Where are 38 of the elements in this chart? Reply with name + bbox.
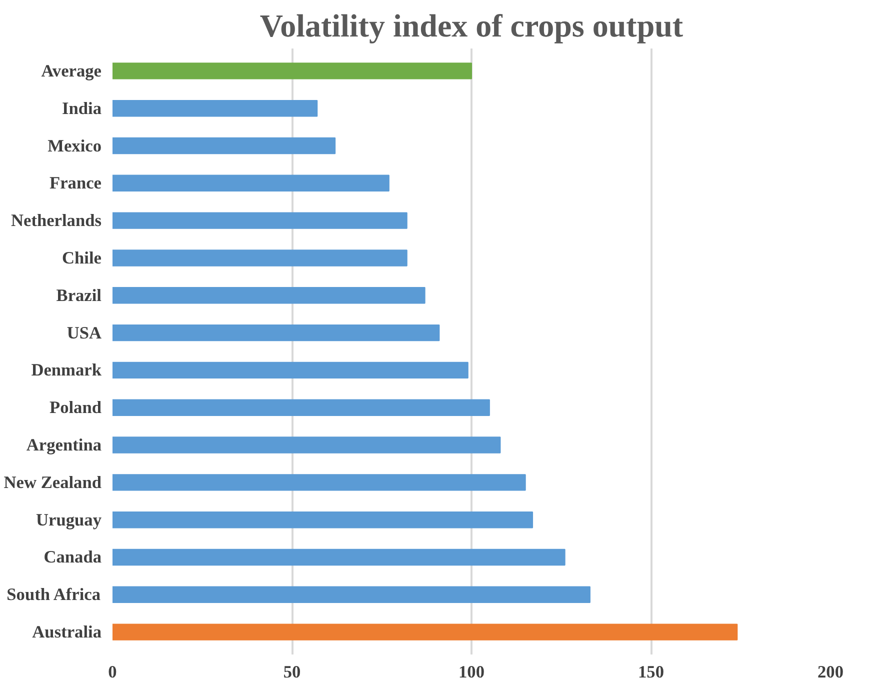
y-tick-label: France: [50, 174, 102, 193]
bar: [112, 250, 408, 266]
bar: [112, 511, 534, 528]
bar: [112, 362, 468, 379]
bar: [112, 287, 426, 304]
bar: [112, 436, 501, 454]
bar: [112, 586, 590, 604]
y-tick-label: Poland: [50, 398, 102, 418]
y-tick-label: Uruguay: [36, 510, 102, 530]
x-tick-label: 100: [458, 662, 485, 682]
bar: [112, 174, 390, 192]
bar: [112, 548, 566, 566]
x-tick-label: 150: [638, 662, 664, 682]
bar: [112, 324, 440, 342]
bar: [112, 624, 738, 640]
y-tick-label: Average: [41, 61, 102, 80]
bar: [112, 212, 408, 229]
chart-title: Volatility index of crops output: [260, 8, 684, 44]
bar: [112, 137, 336, 154]
bar: [112, 100, 318, 117]
y-tick-label: Denmark: [31, 360, 102, 380]
y-tick-label: Netherlands: [11, 211, 102, 230]
y-tick-label: Argentina: [26, 436, 102, 455]
y-tick-label: Chile: [62, 248, 102, 268]
y-tick-label: Australia: [32, 622, 102, 642]
y-tick-label: Brazil: [56, 286, 102, 305]
bar: [112, 62, 472, 80]
bar: [112, 399, 490, 416]
x-tick-label: 0: [108, 662, 117, 682]
y-tick-label: India: [62, 98, 102, 118]
y-tick-label: USA: [66, 323, 102, 342]
y-tick-label: New Zealand: [4, 472, 102, 492]
bar: [112, 474, 526, 491]
y-tick-label: South Africa: [6, 585, 101, 604]
x-tick-label: 200: [818, 662, 844, 682]
y-tick-label: Canada: [44, 548, 102, 567]
x-tick-label: 50: [283, 662, 301, 682]
y-tick-label: Mexico: [48, 136, 102, 156]
